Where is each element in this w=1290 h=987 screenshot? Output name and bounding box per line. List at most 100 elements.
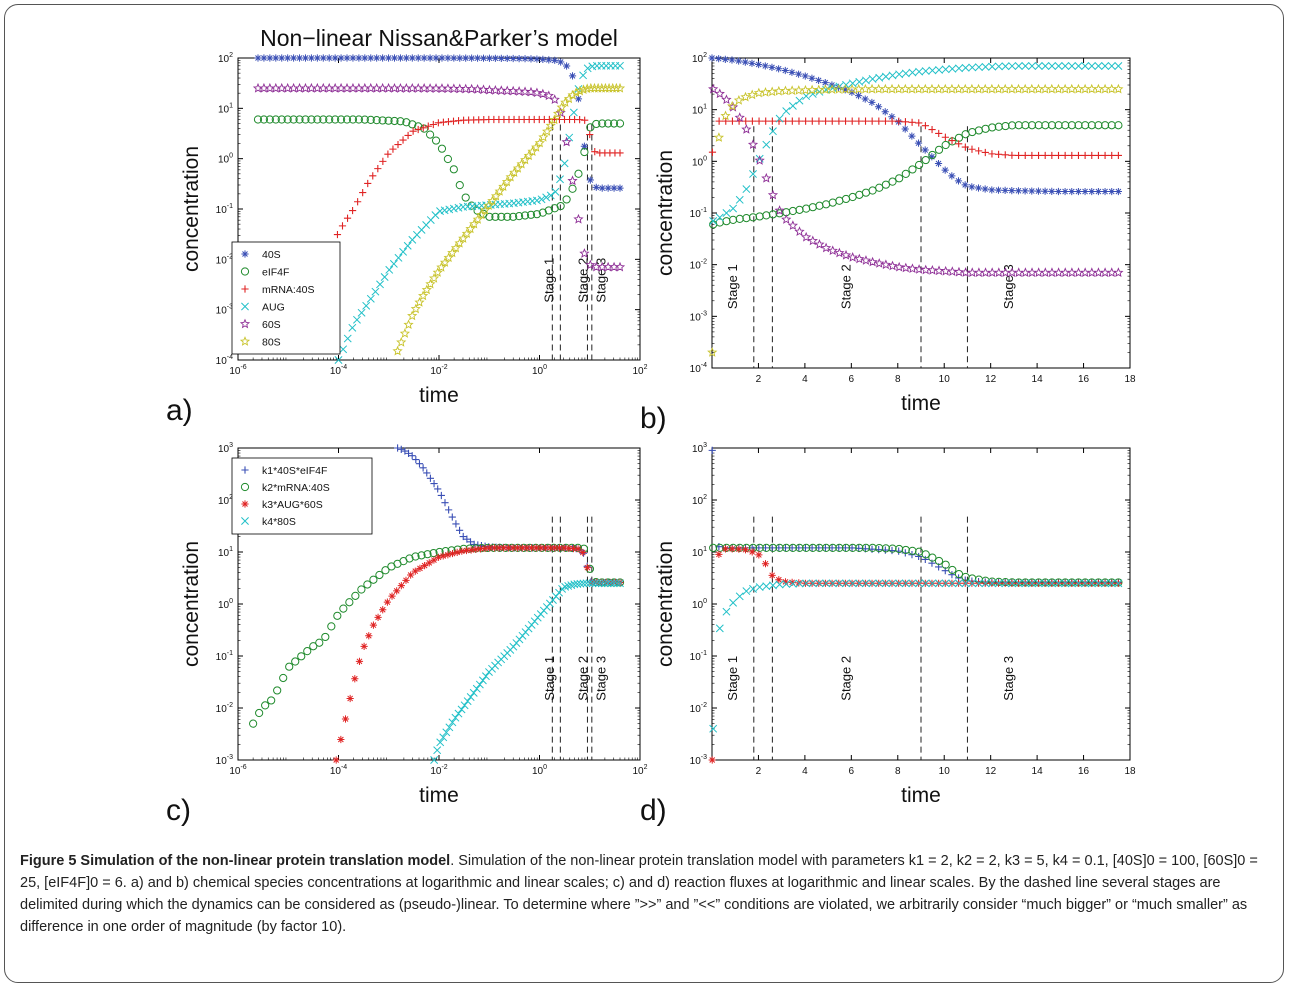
data-point — [808, 117, 816, 125]
data-point — [1087, 579, 1096, 588]
data-point — [1041, 187, 1049, 195]
data-point — [948, 571, 956, 579]
data-point — [941, 166, 949, 174]
data-point — [567, 581, 576, 590]
data-point — [434, 119, 442, 127]
data-point — [465, 223, 476, 234]
data-point — [579, 579, 588, 588]
data-point — [709, 217, 718, 225]
data-point — [580, 147, 589, 157]
data-point — [1021, 62, 1030, 70]
data-point — [581, 116, 589, 124]
data-point — [881, 180, 890, 189]
data-point — [336, 115, 346, 124]
data-point — [503, 212, 512, 221]
data-point — [397, 582, 405, 590]
x-tick-label: 8 — [895, 374, 901, 385]
data-point — [420, 54, 428, 62]
data-point — [509, 212, 518, 221]
data-point — [481, 544, 489, 552]
data-point — [561, 582, 570, 591]
data-point — [498, 181, 509, 192]
data-point — [1074, 62, 1083, 70]
data-point — [948, 64, 957, 73]
data-point — [928, 553, 937, 562]
data-point — [402, 54, 410, 62]
data-point — [855, 543, 864, 552]
data-point — [469, 218, 480, 229]
data-point — [568, 184, 577, 193]
data-point — [598, 184, 606, 192]
data-point — [426, 474, 435, 482]
data-point — [307, 115, 316, 124]
data-point — [271, 115, 280, 124]
data-point — [775, 580, 784, 589]
x-tick-label: 10-6 — [229, 764, 246, 777]
data-point — [551, 56, 559, 64]
data-point — [249, 719, 258, 728]
data-point — [266, 54, 274, 62]
series-eif4f — [253, 115, 625, 221]
data-point — [407, 571, 415, 579]
data-point — [768, 543, 778, 552]
data-point — [613, 579, 621, 588]
data-point — [404, 131, 412, 140]
data-point — [1054, 187, 1063, 196]
data-point — [494, 186, 505, 196]
data-point — [357, 308, 366, 317]
data-point — [1107, 579, 1116, 588]
x-tick-label: 12 — [985, 766, 997, 777]
data-point — [754, 155, 765, 165]
data-point — [1007, 121, 1017, 130]
legend-label: 60S — [262, 319, 281, 331]
data-point — [381, 566, 390, 575]
data-point — [767, 189, 779, 200]
data-point — [921, 155, 930, 165]
data-point — [715, 55, 723, 63]
y-tick-label: 101 — [692, 104, 707, 117]
data-point — [528, 544, 536, 552]
data-point — [755, 117, 763, 125]
stage-label: Stage 1 — [725, 656, 740, 701]
data-point — [343, 214, 352, 222]
data-point — [860, 255, 872, 265]
panel-label: a) — [166, 394, 193, 427]
data-point — [480, 204, 491, 215]
data-point — [795, 579, 804, 588]
data-point — [560, 159, 569, 168]
data-point — [542, 193, 551, 202]
data-point — [981, 62, 990, 71]
series-k3-aug-60s — [332, 544, 624, 764]
x-axis-label: time — [901, 392, 941, 415]
data-point — [1114, 187, 1122, 196]
data-point — [448, 513, 456, 521]
legend-label: k4*80S — [262, 516, 296, 528]
legend-marker — [241, 302, 249, 311]
data-point — [472, 545, 480, 554]
y-tick-label: 10-2 — [690, 259, 707, 272]
data-point — [955, 579, 963, 588]
data-point — [888, 71, 897, 80]
data-point — [707, 347, 718, 357]
data-point — [1048, 62, 1056, 70]
data-point — [430, 756, 439, 764]
data-point — [1008, 62, 1017, 71]
y-axis-label: concentration — [654, 541, 677, 667]
y-tick-label: 10-3 — [690, 310, 707, 323]
data-point — [455, 526, 464, 534]
data-point — [842, 80, 850, 89]
data-point — [435, 547, 444, 557]
data-point — [487, 195, 498, 206]
data-point — [1001, 151, 1009, 159]
stage-label: Stage 1 — [542, 258, 557, 303]
data-point — [888, 177, 897, 186]
data-point — [285, 662, 294, 671]
x-tick-label: 10 — [939, 374, 951, 385]
data-point — [526, 210, 536, 219]
x-tick-label: 12 — [985, 374, 997, 385]
data-point — [1061, 121, 1070, 130]
data-point — [874, 103, 883, 111]
data-point — [401, 447, 409, 455]
data-point — [948, 579, 957, 588]
